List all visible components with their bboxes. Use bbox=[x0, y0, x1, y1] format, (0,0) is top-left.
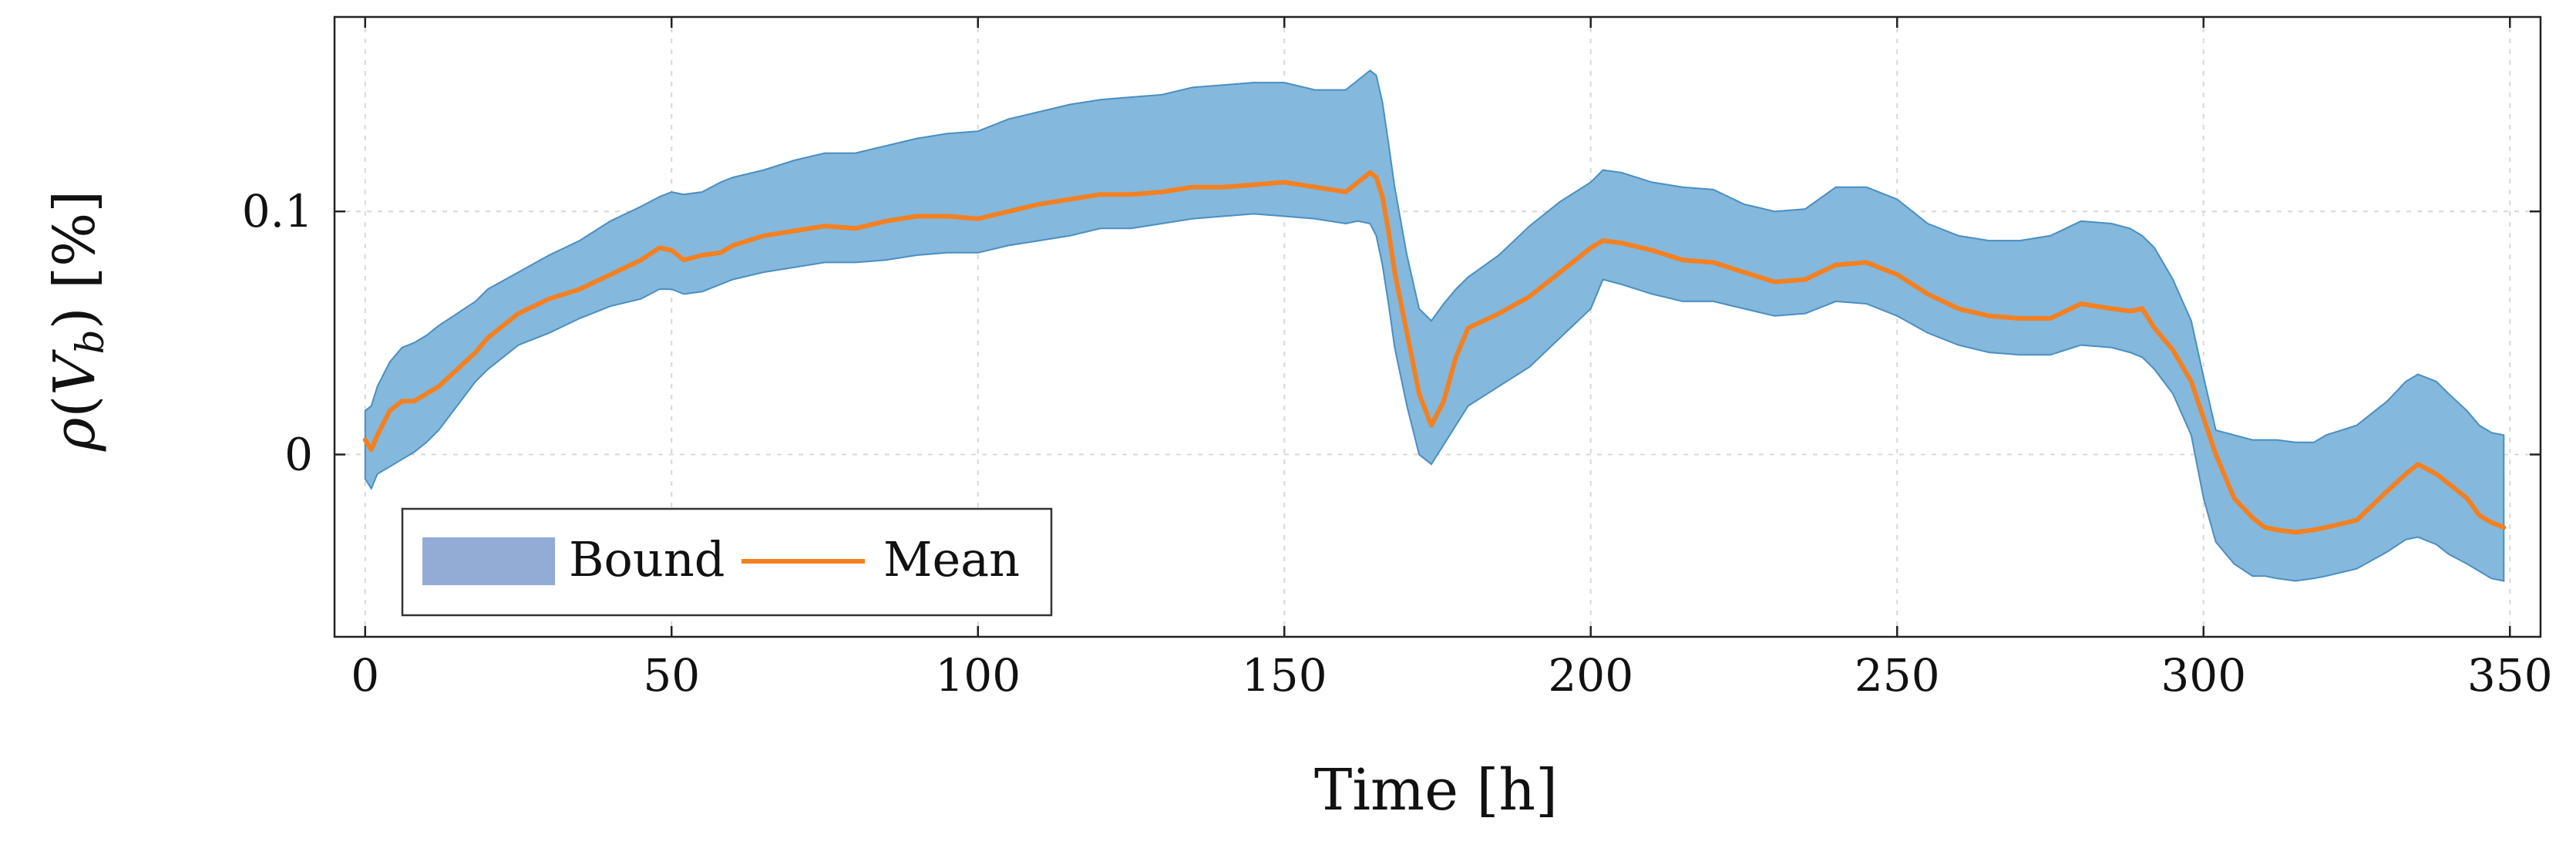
y-tick-label: 0.1 bbox=[242, 185, 313, 237]
legend-mean-label: Mean bbox=[883, 531, 1020, 587]
bound-area bbox=[364, 69, 2505, 582]
x-tick-label: 300 bbox=[2161, 649, 2246, 702]
axis-ticks bbox=[335, 17, 2541, 637]
x-tick-label: 200 bbox=[1548, 649, 1633, 702]
legend-bound-swatch bbox=[422, 537, 555, 585]
y-tick-label: 0 bbox=[284, 429, 313, 481]
y-title-unit: [%] bbox=[42, 190, 108, 308]
mean-line bbox=[362, 170, 2507, 535]
x-tick-label: 250 bbox=[1855, 649, 1940, 702]
y-title-rho: ρ bbox=[42, 418, 108, 453]
legend: Bound Mean bbox=[401, 507, 1053, 617]
x-tick-label: 350 bbox=[2467, 649, 2553, 702]
tick-labels: 0 50 100 150 200 250 300 350 0 0.1 bbox=[242, 185, 2553, 702]
x-tick-label: 0 bbox=[351, 649, 379, 702]
y-axis-title: ρ(Vb) [%] bbox=[42, 190, 113, 452]
plot-frame bbox=[333, 15, 2542, 638]
x-tick-label: 50 bbox=[643, 649, 700, 702]
y-title-v: V bbox=[42, 349, 108, 396]
legend-bound-label: Bound bbox=[569, 531, 725, 587]
y-title-close-paren: ) bbox=[42, 307, 108, 329]
x-tick-label: 100 bbox=[935, 649, 1021, 702]
y-title-subscript: b bbox=[68, 329, 113, 354]
x-tick-label: 150 bbox=[1242, 649, 1327, 702]
x-axis-title: Time [h] bbox=[1314, 757, 1558, 823]
y-title-open-paren: ( bbox=[42, 396, 108, 418]
